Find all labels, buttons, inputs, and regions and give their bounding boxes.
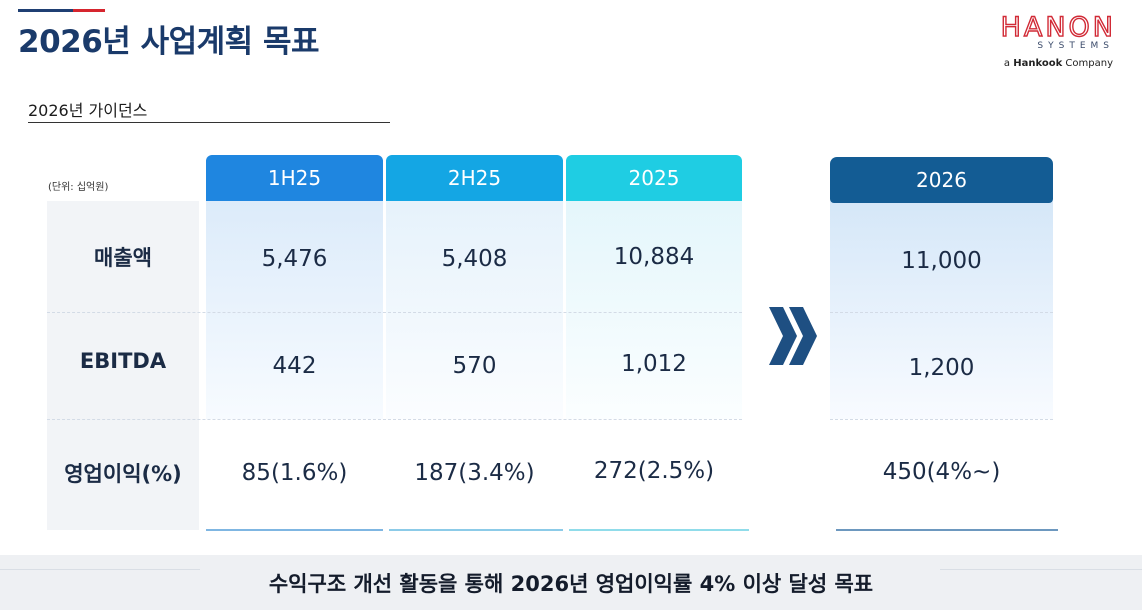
column-header-2025: 2025 <box>566 155 742 201</box>
section-underline <box>28 122 390 123</box>
logo-tagline-brand: Hankook <box>1013 58 1063 69</box>
row-label-operating-profit: 영업이익(%) <box>64 462 182 486</box>
row-label-revenue: 매출액 <box>94 246 152 270</box>
column-body-2026 <box>830 201 1053 419</box>
section-title: 2026년 가이던스 <box>28 101 148 120</box>
double-chevron-right-icon <box>769 307 817 365</box>
row-label-panel <box>47 201 199 530</box>
row-separator <box>47 312 742 313</box>
row-label-ebitda: EBITDA <box>79 349 167 373</box>
cell-1h25-ebitda: 442 <box>272 353 317 379</box>
column-bottom-line-2026 <box>836 529 1058 531</box>
column-bottom-line-2025 <box>569 529 749 531</box>
logo-tagline: a Hankook Company <box>1004 58 1113 69</box>
logo-wordmark: HANON <box>1000 12 1116 43</box>
logo-tagline-prefix: a <box>1003 58 1011 69</box>
column-header-2026: 2026 <box>830 157 1053 203</box>
logo-subtitle: SYSTEMS <box>1037 41 1114 51</box>
column-header-2h25: 2H25 <box>386 155 563 201</box>
column-bottom-line-2h25 <box>389 529 563 531</box>
cell-2026-operating-profit: 450(4%~) <box>882 459 1001 485</box>
footer-decor-line <box>940 569 1142 570</box>
company-logo: HANON SYSTEMS a Hankook Company <box>986 12 1116 76</box>
row-separator <box>830 419 1053 420</box>
column-body-2h25 <box>386 201 563 419</box>
footer-banner <box>0 555 1142 610</box>
cell-2025-ebitda: 1,012 <box>621 351 687 377</box>
footer-decor-line <box>0 569 200 570</box>
logo-tagline-suffix: Company <box>1065 58 1113 69</box>
title-accent-bar <box>18 9 73 12</box>
title-accent-bar-red <box>73 9 105 12</box>
cell-2h25-ebitda: 570 <box>452 353 497 379</box>
cell-2026-ebitda: 1,200 <box>908 355 975 381</box>
column-bottom-line-1h25 <box>206 529 383 531</box>
page-title: 2026년 사업계획 목표 <box>18 24 320 60</box>
row-separator <box>47 419 742 420</box>
cell-2026-revenue: 11,000 <box>901 248 982 274</box>
cell-2025-operating-profit: 272(2.5%) <box>593 458 715 484</box>
cell-2025-revenue: 10,884 <box>613 244 695 270</box>
cell-2h25-revenue: 5,408 <box>441 246 508 272</box>
row-separator <box>830 312 1053 313</box>
column-header-1h25: 1H25 <box>206 155 383 201</box>
footer-message: 수익구조 개선 활동을 통해 2026년 영업이익률 4% 이상 달성 목표 <box>268 572 874 596</box>
column-body-2025 <box>566 201 742 419</box>
cell-1h25-operating-profit: 85(1.6%) <box>241 460 348 486</box>
unit-label: (단위: 십억원) <box>48 182 109 193</box>
cell-1h25-revenue: 5,476 <box>261 246 328 272</box>
column-body-1h25 <box>206 201 383 419</box>
cell-2h25-operating-profit: 187(3.4%) <box>414 460 535 486</box>
